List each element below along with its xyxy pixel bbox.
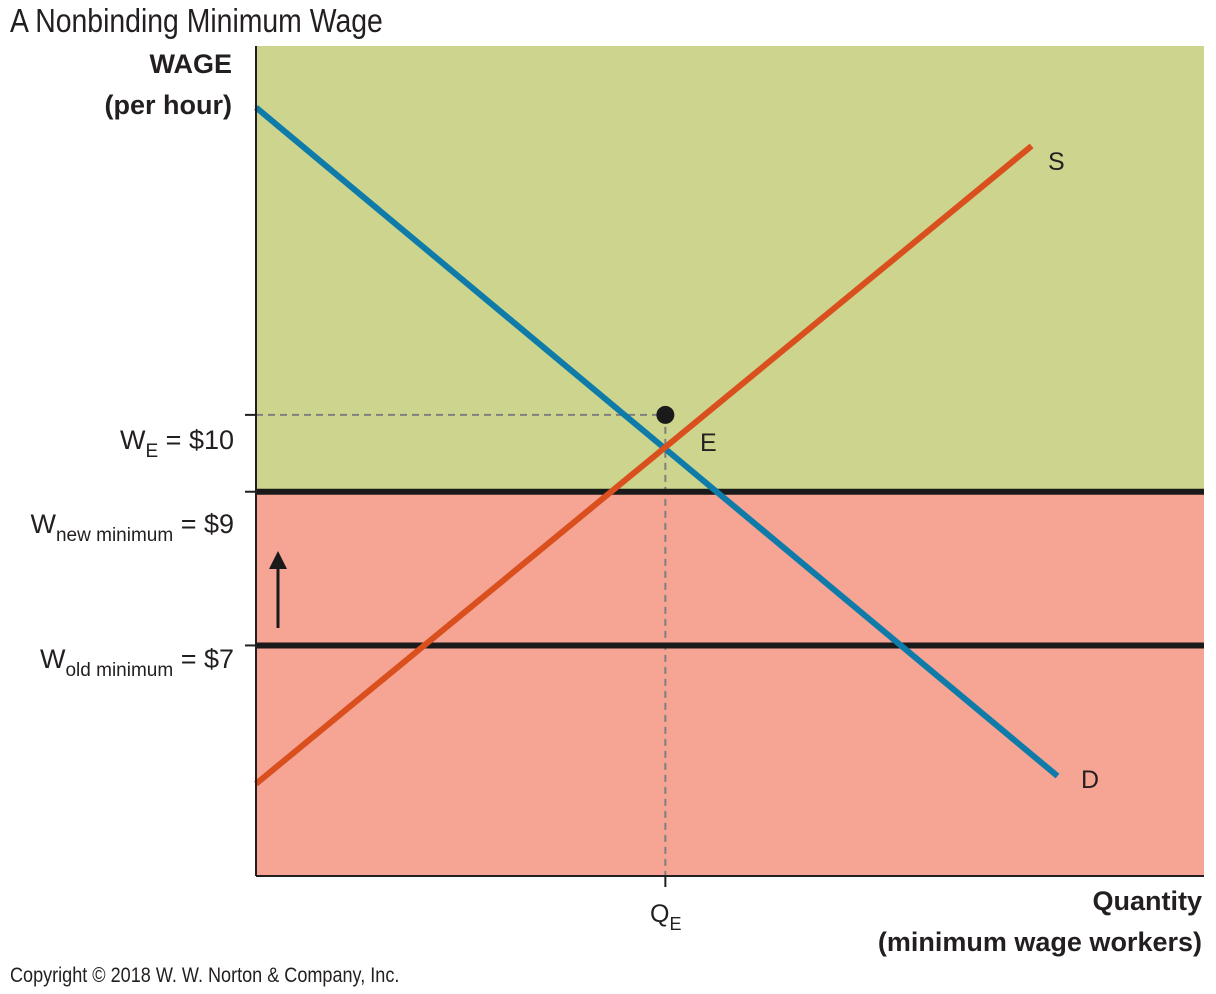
- y-tick-label-we: WE = $10: [120, 425, 234, 462]
- region-above-floor: [256, 46, 1204, 492]
- y-axis-label-line2: (per hour): [105, 90, 233, 120]
- y-tick-label-wold: Wold minimum = $7: [40, 644, 234, 681]
- region-below-floor: [256, 491, 1204, 876]
- x-axis-label-line1: Quantity: [1092, 886, 1202, 916]
- y-tick-label-wnew: Wnew minimum = $9: [31, 509, 235, 546]
- chart-title: A Nonbinding Minimum Wage: [10, 2, 383, 39]
- x-axis-label-line2: (minimum wage workers): [878, 927, 1202, 957]
- equilibrium-point: [656, 405, 675, 424]
- up-arrow-icon: [269, 551, 287, 628]
- demand-label: D: [1081, 766, 1099, 794]
- supply-label: S: [1048, 148, 1065, 176]
- x-tick-label-qe: QE: [650, 900, 681, 934]
- y-axis-label-line1: WAGE: [149, 49, 232, 79]
- demand-curve: [254, 105, 1060, 779]
- copyright-notice: Copyright © 2018 W. W. Norton & Company,…: [10, 964, 400, 987]
- supply-curve: [254, 143, 1034, 787]
- equilibrium-label: E: [700, 429, 717, 457]
